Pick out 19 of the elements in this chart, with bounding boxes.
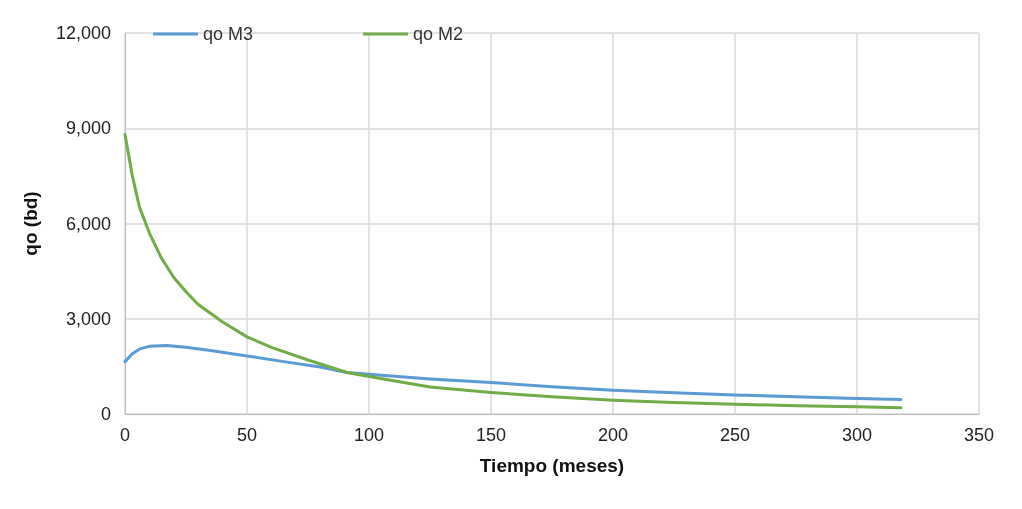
legend-label: qo M3 <box>203 24 254 44</box>
line-series <box>123 343 903 401</box>
y-axis-title: qo (bd) <box>20 191 41 256</box>
legend-label: qo M2 <box>413 24 464 44</box>
x-tick-label: 50 <box>236 425 258 445</box>
y-tick-label: 6,000 <box>65 213 111 234</box>
y-tick-label: 3,000 <box>65 308 111 329</box>
x-tick-label: 350 <box>963 425 995 445</box>
y-tick-label: 0 <box>100 404 111 424</box>
x-tick-label: 100 <box>353 425 385 445</box>
x-tick-label: 250 <box>719 425 751 445</box>
x-tick-label: 200 <box>597 425 629 445</box>
x-axis-title: Tiempo (meses) <box>479 455 625 476</box>
y-tick-label: 9,000 <box>65 118 111 139</box>
x-tick-label: 150 <box>475 425 507 445</box>
line-series <box>123 133 903 410</box>
y-tick-label: 12,000 <box>55 23 111 43</box>
x-tick-label: 0 <box>119 425 131 445</box>
x-tick-label: 300 <box>841 425 873 445</box>
